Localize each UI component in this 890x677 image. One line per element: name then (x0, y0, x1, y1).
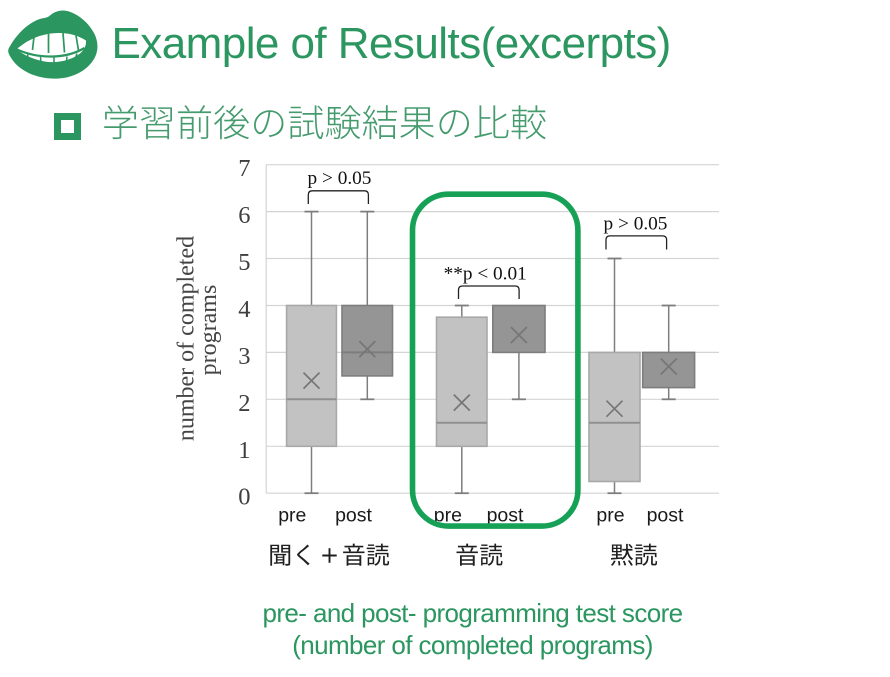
svg-text:5: 5 (238, 249, 250, 276)
svg-text:post: post (647, 505, 684, 527)
svg-text:pre: pre (596, 505, 624, 527)
svg-text:number of completed: number of completed (174, 236, 200, 441)
svg-text:7: 7 (238, 155, 250, 182)
svg-text:2: 2 (238, 390, 250, 417)
svg-text:pre: pre (434, 505, 462, 527)
svg-text:post: post (335, 505, 372, 527)
svg-text:1: 1 (238, 437, 250, 464)
svg-text:p > 0.05: p > 0.05 (604, 214, 668, 235)
svg-text:post: post (487, 505, 524, 527)
svg-text:4: 4 (238, 296, 250, 323)
svg-text:6: 6 (238, 202, 250, 229)
svg-text:0: 0 (238, 484, 250, 511)
svg-text:programs: programs (196, 285, 222, 376)
svg-text:3: 3 (238, 343, 250, 370)
svg-text:pre: pre (278, 505, 306, 527)
svg-text:p > 0.05: p > 0.05 (308, 168, 372, 189)
svg-text:**p < 0.01: **p < 0.01 (444, 264, 527, 285)
